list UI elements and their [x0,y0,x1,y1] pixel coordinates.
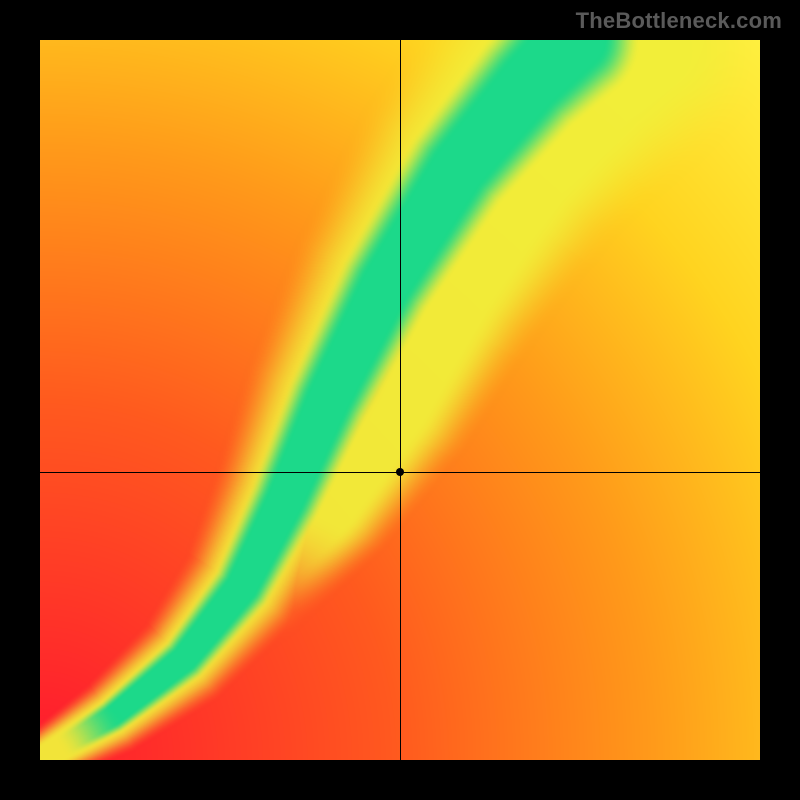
watermark-text: TheBottleneck.com [576,8,782,34]
heatmap-canvas [40,40,760,760]
chart-container: TheBottleneck.com [0,0,800,800]
plot-area [40,40,760,760]
